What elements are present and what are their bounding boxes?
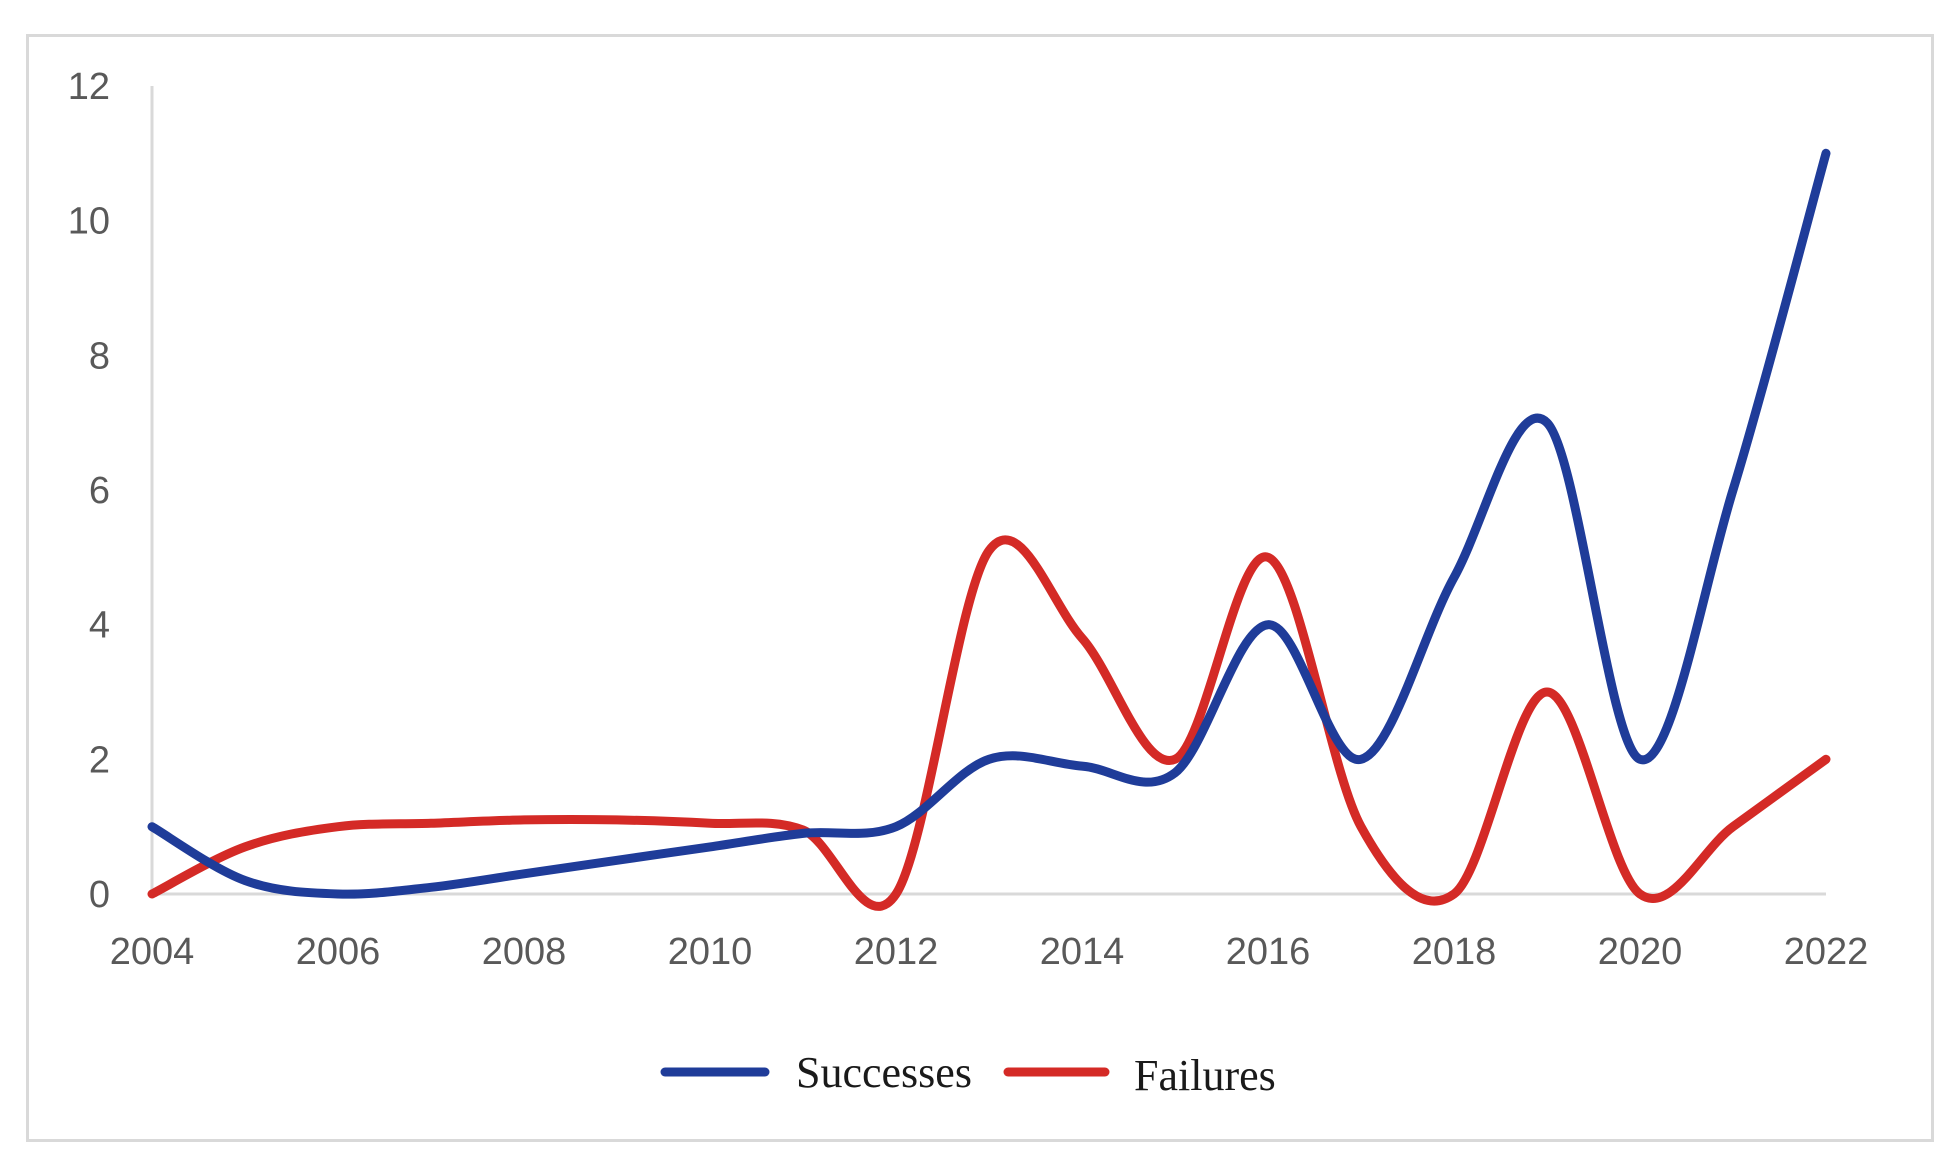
x-tick-label: 2004 bbox=[110, 931, 195, 973]
x-tick-label: 2018 bbox=[1412, 931, 1497, 973]
y-axis-ticks: 0 2 4 6 8 10 12 bbox=[68, 66, 110, 916]
y-tick-label: 12 bbox=[68, 66, 110, 108]
x-tick-label: 2022 bbox=[1784, 931, 1869, 973]
x-tick-label: 2016 bbox=[1226, 931, 1311, 973]
legend: Successes Failures bbox=[660, 1048, 1276, 1100]
x-axis-ticks: 2004 2006 2008 2010 2012 2014 2016 2018 2020 2022 bbox=[110, 931, 1869, 973]
y-tick-label: 4 bbox=[89, 605, 110, 647]
series-line-successes bbox=[147, 148, 1831, 899]
x-tick-label: 2012 bbox=[854, 931, 939, 973]
x-tick-label: 2020 bbox=[1598, 931, 1683, 973]
chart-frame bbox=[26, 34, 1934, 1142]
legend-label-failures: Failures bbox=[1134, 1051, 1276, 1100]
y-tick-label: 6 bbox=[89, 470, 110, 512]
y-tick-label: 2 bbox=[89, 739, 110, 781]
series-lines bbox=[147, 148, 1831, 911]
legend-label-successes: Successes bbox=[796, 1048, 972, 1097]
x-tick-label: 2010 bbox=[668, 931, 753, 973]
y-tick-label: 0 bbox=[89, 874, 110, 916]
y-tick-label: 10 bbox=[68, 201, 110, 243]
series-line-failures bbox=[147, 535, 1831, 911]
x-tick-label: 2008 bbox=[482, 931, 567, 973]
y-tick-label: 8 bbox=[89, 335, 110, 377]
x-tick-label: 2014 bbox=[1040, 931, 1125, 973]
x-tick-label: 2006 bbox=[296, 931, 381, 973]
